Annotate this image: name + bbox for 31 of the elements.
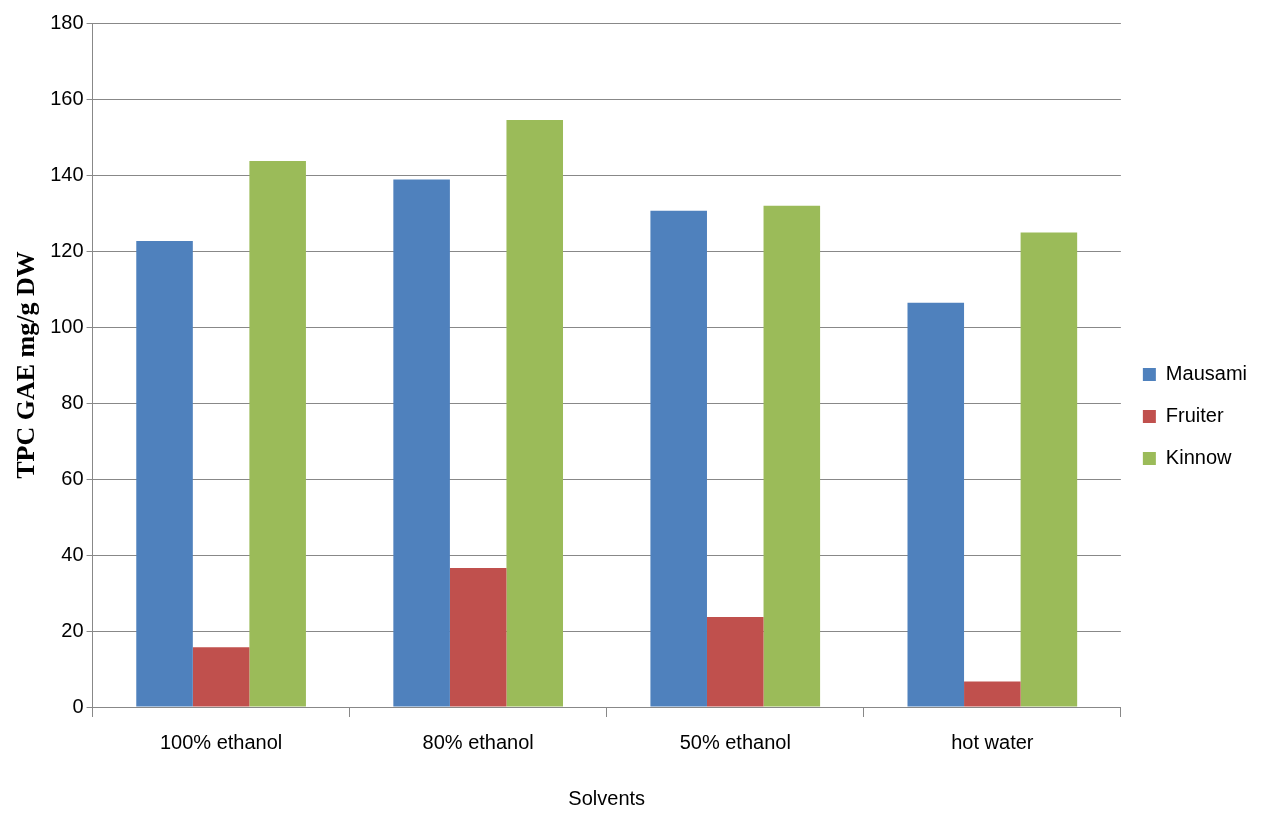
y-tick-label: 120 xyxy=(50,238,84,261)
x-tick-label: 50% ethanol xyxy=(679,730,791,753)
legend-label: Fruiter xyxy=(1165,404,1224,427)
x-tick-label: 100% ethanol xyxy=(159,730,283,753)
bar xyxy=(650,210,707,707)
y-tick-label: 20 xyxy=(61,618,84,641)
bar xyxy=(506,119,564,707)
bar xyxy=(136,241,193,707)
y-tick-label: 180 xyxy=(50,10,84,33)
y-tick-label: 80 xyxy=(61,390,84,413)
x-tick-label: 80% ethanol xyxy=(422,730,534,753)
y-tick-label: 100 xyxy=(50,314,84,337)
bar xyxy=(964,681,1021,707)
bar xyxy=(449,567,507,707)
bar xyxy=(907,302,965,707)
y-tick-label: 0 xyxy=(72,694,84,717)
bar xyxy=(763,205,821,707)
legend-label: Kinnow xyxy=(1165,446,1233,469)
bar xyxy=(393,179,450,707)
x-tick-label: hot water xyxy=(951,730,1034,753)
y-axis-title: TPC GAE mg/g DW xyxy=(11,251,41,479)
y-tick-label: 40 xyxy=(61,542,84,565)
y-tick-label: 160 xyxy=(50,86,84,109)
bar xyxy=(192,647,250,707)
bar xyxy=(1020,232,1078,707)
y-tick-label: 140 xyxy=(50,162,84,185)
y-tick-label: 60 xyxy=(61,466,84,489)
bar xyxy=(706,616,764,707)
legend-label: Mausami xyxy=(1165,362,1248,385)
bar xyxy=(249,160,306,707)
x-axis-title: Solvents xyxy=(568,786,646,809)
